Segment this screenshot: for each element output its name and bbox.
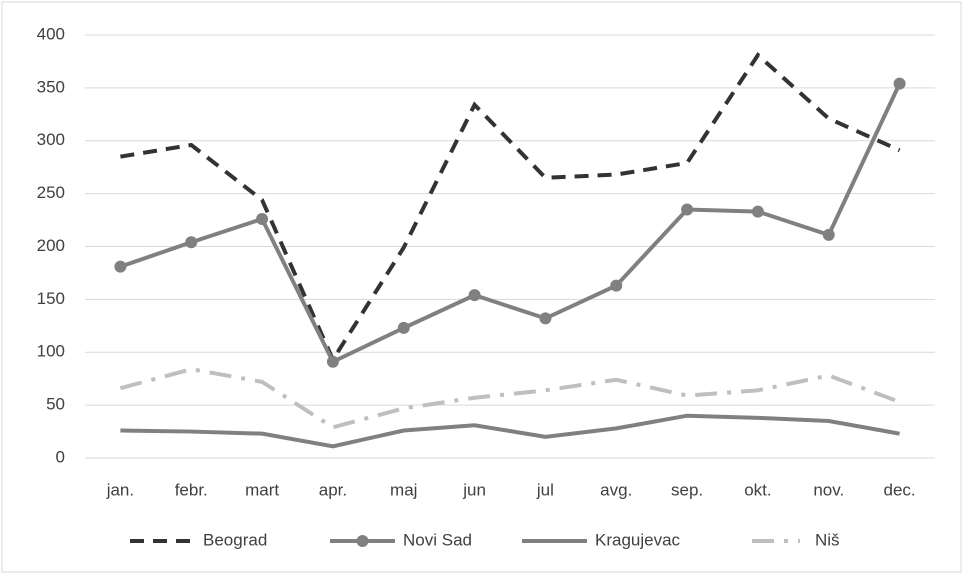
data-point	[822, 228, 835, 241]
x-tick-label: jun	[462, 480, 486, 499]
y-tick-label: 50	[46, 395, 65, 414]
y-tick-label: 300	[37, 130, 65, 149]
x-tick-label: febr.	[175, 480, 208, 499]
legend-label: Novi Sad	[403, 530, 472, 549]
x-tick-label: dec.	[884, 480, 916, 499]
data-point	[256, 213, 269, 226]
series-line	[120, 413, 900, 449]
legend-label: Kragujevac	[595, 530, 681, 549]
x-tick-label: jul	[536, 480, 554, 499]
series-line	[120, 52, 901, 364]
data-point	[539, 312, 552, 325]
data-point	[681, 203, 694, 216]
x-tick-label: sep.	[671, 480, 703, 499]
x-tick-label: okt.	[744, 480, 771, 499]
data-point	[114, 260, 127, 273]
data-point	[185, 236, 198, 249]
series-line	[119, 82, 902, 365]
x-tick-label: maj	[390, 480, 417, 499]
legend-label: Beograd	[203, 530, 267, 549]
data-point	[326, 355, 339, 368]
x-tick-label: apr.	[319, 480, 347, 499]
x-tick-label: mart	[245, 480, 279, 499]
data-point	[397, 321, 410, 334]
data-point	[893, 77, 906, 90]
y-tick-label: 0	[56, 447, 65, 466]
legend-marker	[356, 535, 369, 547]
y-tick-label: 200	[37, 236, 65, 255]
legend-label: Niš	[815, 530, 840, 549]
y-tick-label: 400	[37, 24, 65, 43]
y-tick-label: 150	[37, 289, 65, 308]
x-tick-label: nov.	[813, 480, 844, 499]
data-point	[751, 205, 764, 218]
data-point	[468, 289, 481, 302]
data-point	[610, 279, 623, 292]
y-tick-label: 250	[37, 183, 65, 202]
y-tick-label: 100	[37, 342, 65, 361]
x-tick-label: jan.	[106, 480, 134, 499]
x-tick-label: avg.	[600, 480, 632, 499]
y-tick-label: 350	[37, 77, 65, 96]
